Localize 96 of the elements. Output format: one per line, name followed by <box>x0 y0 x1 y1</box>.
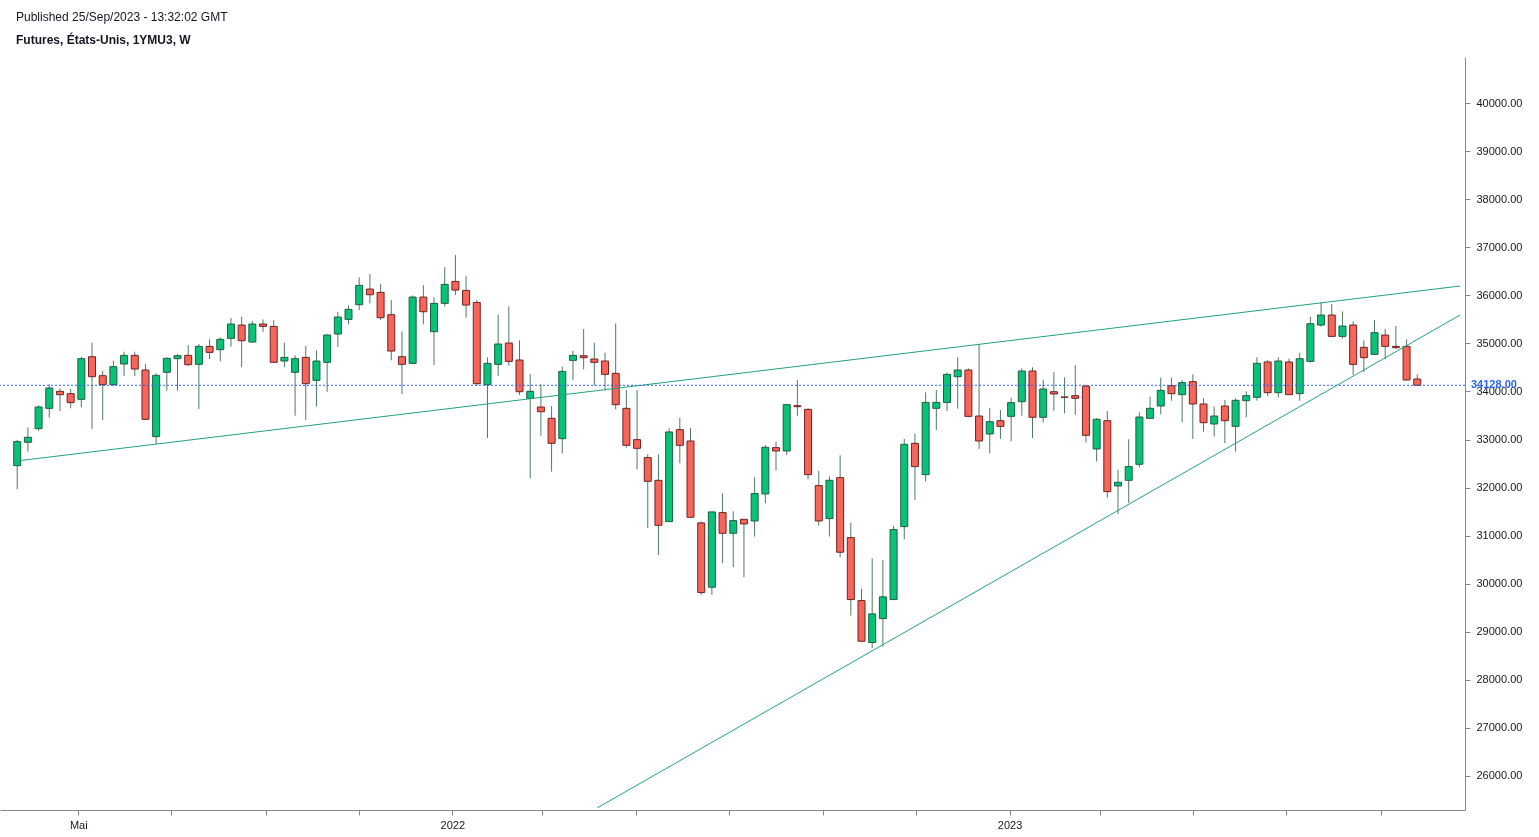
candlestick <box>579 328 588 370</box>
candlestick <box>1381 328 1390 360</box>
candlestick <box>120 351 129 377</box>
y-tick-label: 39000.00 <box>1476 144 1523 157</box>
candlestick <box>55 387 64 412</box>
y-tick-label: 40000.00 <box>1476 96 1523 109</box>
candlestick <box>878 559 887 648</box>
y-tick-label: 37000.00 <box>1476 240 1523 253</box>
x-tick-label: Mai <box>69 818 88 831</box>
candlestick <box>1188 373 1197 440</box>
candlestick <box>259 318 268 333</box>
candlestick <box>985 407 994 454</box>
candlestick <box>23 426 32 453</box>
x-tick-label: 2022 <box>440 818 466 831</box>
candlestick <box>34 404 43 432</box>
candlestick <box>45 383 54 419</box>
candlestick <box>1242 390 1251 418</box>
candlestick <box>248 320 257 344</box>
candlestick <box>1220 399 1229 444</box>
candlestick <box>483 356 492 439</box>
candlestick <box>194 343 203 410</box>
candlestick <box>1199 397 1208 433</box>
y-tick-label: 28000.00 <box>1476 673 1523 686</box>
candlestick <box>184 344 193 367</box>
candlestick <box>1146 396 1155 420</box>
candlestick <box>568 350 577 381</box>
candlestick <box>718 492 727 564</box>
candlestick <box>526 373 535 479</box>
candlestick <box>1167 377 1176 402</box>
candlestick <box>1210 406 1219 438</box>
candlestick <box>397 330 406 395</box>
candlestick <box>1370 319 1379 356</box>
y-tick-label: 36000.00 <box>1476 288 1523 301</box>
y-tick-label: 33000.00 <box>1476 433 1523 446</box>
candlestick <box>333 311 342 348</box>
candlestick <box>1391 325 1400 350</box>
candlestick <box>996 409 1005 440</box>
y-tick-label: 38000.00 <box>1476 192 1523 205</box>
candlestick <box>419 284 428 325</box>
candlestick <box>1049 371 1058 412</box>
candlestick <box>344 304 353 325</box>
candlestick <box>365 273 374 304</box>
candlestick <box>280 342 289 368</box>
text: Published 25/Sep/2023 - 13:32:02 GMT <box>16 10 228 24</box>
candlestick <box>440 266 449 307</box>
candlestick <box>590 342 599 387</box>
candlestick <box>451 254 460 296</box>
candlestick <box>205 338 214 360</box>
candlestick <box>643 453 652 529</box>
candlestick <box>66 388 75 409</box>
candlestick <box>1327 303 1336 338</box>
candlestick <box>793 379 802 417</box>
candlestick <box>675 417 684 464</box>
x-tick-label: 2023 <box>997 818 1023 831</box>
candlestick <box>494 314 503 377</box>
y-tick-label: 31000.00 <box>1476 529 1523 542</box>
candlestick <box>98 370 107 421</box>
candlestick <box>1114 469 1123 515</box>
candlestick <box>312 349 321 408</box>
candlestick <box>173 353 182 392</box>
y-tick-label: 35000.00 <box>1476 336 1523 349</box>
candlestick <box>291 354 300 417</box>
candlestick <box>1124 438 1133 504</box>
candlestick <box>1317 301 1326 328</box>
chart-title: Futures, États-Unis, 1YMU3, W <box>16 33 191 47</box>
candlestick <box>1007 397 1016 442</box>
candlestick <box>216 336 225 362</box>
candlestick <box>1071 364 1080 416</box>
candlestick <box>536 383 545 437</box>
candlestick <box>633 389 642 470</box>
y-tick-label: 32000.00 <box>1476 481 1523 494</box>
y-tick-label: 26000.00 <box>1476 769 1523 782</box>
candlestick <box>1156 377 1165 415</box>
y-tick-label: 30000.00 <box>1476 577 1523 590</box>
candlestick <box>932 389 941 431</box>
candlestick <box>130 351 139 377</box>
candlestick <box>739 518 748 578</box>
y-tick-label: 27000.00 <box>1476 721 1523 734</box>
candlestick <box>953 356 962 410</box>
candlestick <box>910 433 919 501</box>
candlestick <box>504 305 513 367</box>
candlestick <box>772 441 781 472</box>
candlestick <box>462 275 471 319</box>
candlestick <box>601 352 610 391</box>
candlestick <box>1359 339 1368 373</box>
y-tick-label: 29000.00 <box>1476 625 1523 638</box>
candlestick <box>1338 310 1347 340</box>
candlestick <box>88 342 97 430</box>
candlestick <box>226 317 235 348</box>
candlestick <box>1060 376 1069 414</box>
candlestick <box>729 510 738 568</box>
candlestick <box>109 360 118 387</box>
candlestick <box>237 316 246 368</box>
candlestick <box>162 356 171 392</box>
candlestick <box>355 276 364 311</box>
candlestick <box>1178 379 1187 423</box>
